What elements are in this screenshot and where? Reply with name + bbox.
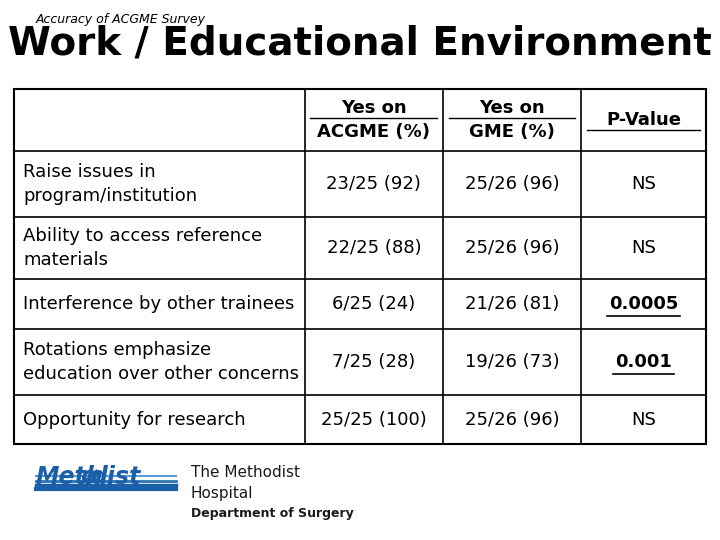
Text: NS: NS <box>631 410 656 429</box>
Text: GME (%): GME (%) <box>469 123 555 141</box>
Text: ACGME (%): ACGME (%) <box>318 123 431 141</box>
Text: NS: NS <box>631 239 656 257</box>
Text: program/institution: program/institution <box>23 187 197 205</box>
Text: materials: materials <box>23 251 108 269</box>
Text: Yes on: Yes on <box>341 99 407 117</box>
Text: Work / Educational Environment: Work / Educational Environment <box>8 24 712 62</box>
Text: Department of Surgery: Department of Surgery <box>191 507 354 519</box>
Text: 25/26 (96): 25/26 (96) <box>464 175 559 193</box>
Text: education over other concerns: education over other concerns <box>23 364 299 383</box>
Text: Ability to access reference: Ability to access reference <box>23 227 262 245</box>
Text: 19/26 (73): 19/26 (73) <box>464 353 559 371</box>
Text: dist: dist <box>90 465 140 489</box>
Text: 25/26 (96): 25/26 (96) <box>464 239 559 257</box>
Text: Raise issues in: Raise issues in <box>23 163 156 181</box>
Text: Opportunity for research: Opportunity for research <box>23 410 246 429</box>
Text: 7/25 (28): 7/25 (28) <box>332 353 415 371</box>
Text: NS: NS <box>631 175 656 193</box>
Text: Interference by other trainees: Interference by other trainees <box>23 295 294 313</box>
Text: Yes on: Yes on <box>480 99 545 117</box>
Text: 23/25 (92): 23/25 (92) <box>326 175 421 193</box>
Text: 21/26 (81): 21/26 (81) <box>465 295 559 313</box>
Text: ø: ø <box>81 465 97 489</box>
Text: 6/25 (24): 6/25 (24) <box>332 295 415 313</box>
Text: Accuracy of ACGME Survey: Accuracy of ACGME Survey <box>36 14 206 26</box>
Text: 0.0005: 0.0005 <box>608 295 678 313</box>
Text: The Methodist: The Methodist <box>191 465 300 481</box>
Text: 25/25 (100): 25/25 (100) <box>321 410 427 429</box>
Text: Rotations emphasize: Rotations emphasize <box>23 341 211 359</box>
Text: P-Value: P-Value <box>606 111 681 129</box>
Text: 25/26 (96): 25/26 (96) <box>464 410 559 429</box>
Text: 0.001: 0.001 <box>615 353 672 371</box>
Text: 22/25 (88): 22/25 (88) <box>326 239 421 257</box>
Text: Meth: Meth <box>36 465 104 489</box>
Text: Hospital: Hospital <box>191 486 253 501</box>
